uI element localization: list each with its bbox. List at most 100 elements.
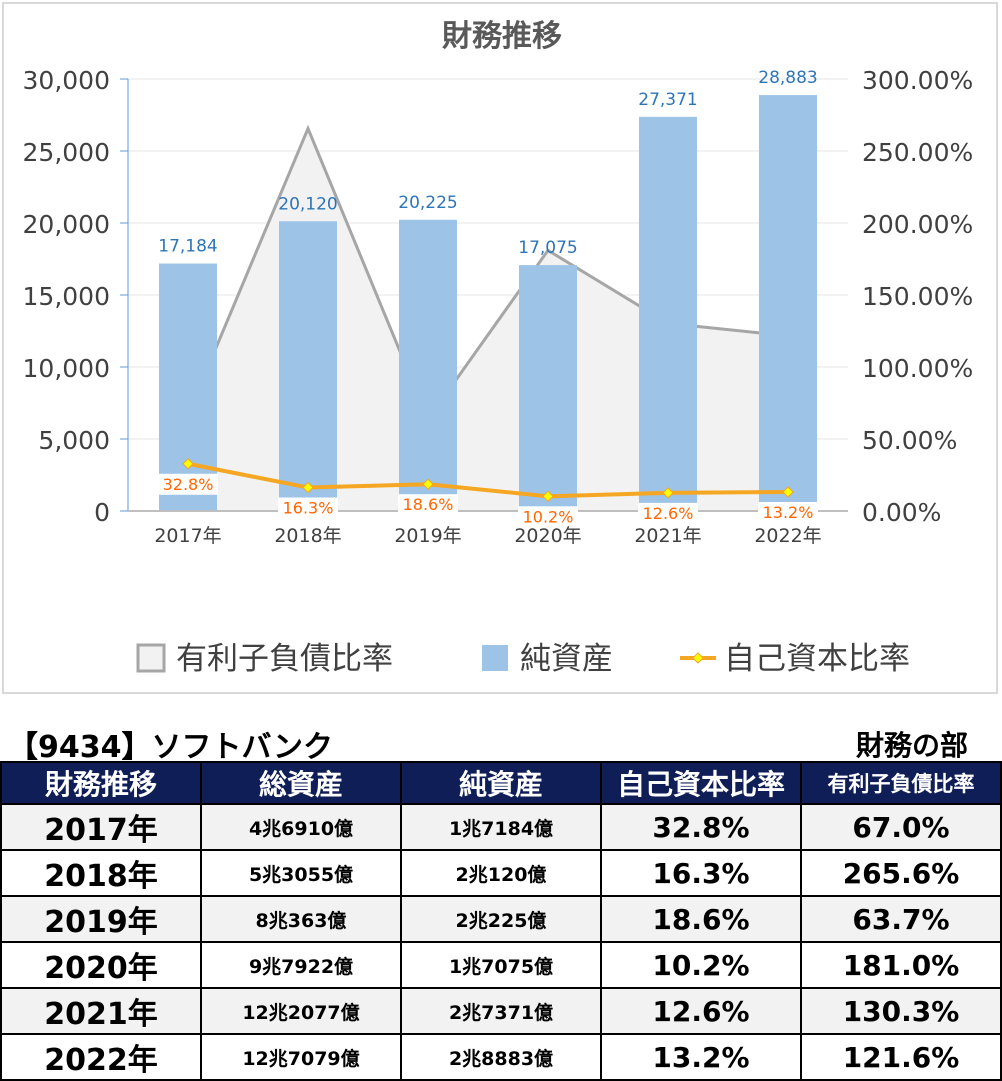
- right-tick-label: 100.00%: [862, 354, 973, 383]
- x-tick-label: 2020年: [514, 525, 581, 547]
- equity-ratio-label-bg: [758, 501, 818, 523]
- right-tick-label: 0.00%: [862, 498, 941, 527]
- chart: 財務推移 0 0.00% 5,000 50.00% 10,000 100.00% 15,000…: [23, 19, 974, 677]
- cell-total-assets: 12兆2077億: [200, 987, 402, 1035]
- equity-ratio-point: [422, 478, 434, 490]
- right-tick-label: 300.00%: [862, 66, 973, 95]
- cell-total-assets: 8兆363億: [200, 895, 402, 943]
- table-header-row: 財務推移 総資産 純資産 自己資本比率 有利子負債比率: [0, 761, 1002, 805]
- cell-equity-ratio: 18.6%: [600, 895, 802, 943]
- cell-equity-ratio: 12.6%: [600, 987, 802, 1035]
- equity-ratio-label-bg: [518, 506, 578, 528]
- net-assets-bar: [639, 116, 697, 511]
- equity-ratio-label-bg: [398, 494, 458, 516]
- right-tick-label: 200.00%: [862, 210, 973, 239]
- header-net-assets: 純資産: [400, 761, 602, 805]
- section-name: 財務の部: [855, 729, 968, 762]
- left-tick-label: 30,000: [23, 66, 110, 95]
- net-assets-bar: [759, 95, 817, 511]
- equity-ratio-label-bg: [638, 502, 698, 524]
- cell-year: 2021年: [0, 987, 202, 1035]
- cell-total-assets: 5兆3055億: [200, 849, 402, 897]
- table-body: 2017年 4兆6910億 1兆7184億 32.8% 67.0% 2018年 5兆3055…: [0, 803, 1002, 1081]
- legend-debt-ratio-label: 有利子負債比率: [176, 641, 393, 677]
- cell-net-assets: 2兆120億: [400, 849, 602, 897]
- cell-equity-ratio: 10.2%: [600, 941, 802, 989]
- net-assets-bar: [519, 265, 577, 511]
- cell-total-assets: 4兆6910億: [200, 803, 402, 851]
- left-tick-label: 10,000: [23, 354, 110, 383]
- left-tick-label: 5,000: [38, 426, 110, 455]
- legend-net-assets-label: 純資産: [520, 641, 613, 677]
- financial-table: 財務推移 総資産 純資産 自己資本比率 有利子負債比率 2017年 4兆6910億…: [0, 761, 1002, 1081]
- net-assets-bar: [159, 263, 217, 511]
- equity-ratio-data-label: 16.3%: [283, 499, 334, 518]
- x-tick-label: 2018年: [274, 525, 341, 547]
- cell-debt-ratio: 67.0%: [800, 803, 1002, 851]
- net-assets-bar: [279, 221, 337, 511]
- debt-ratio-area: [188, 128, 788, 511]
- header-debt-ratio: 有利子負債比率: [800, 761, 1002, 805]
- equity-ratio-point: [302, 481, 314, 494]
- net-assets-data-label: 20,120: [278, 194, 337, 214]
- header-equity-ratio: 自己資本比率: [600, 761, 802, 805]
- cell-year: 2017年: [0, 803, 202, 851]
- table-row: 2019年 8兆363億 2兆225億 18.6% 63.7%: [0, 895, 1002, 943]
- cell-debt-ratio: 181.0%: [800, 941, 1002, 989]
- cell-net-assets: 1兆7075億: [400, 941, 602, 989]
- cell-year: 2019年: [0, 895, 202, 943]
- legend-debt-ratio-swatch: [136, 643, 166, 673]
- net-assets-data-label: 17,184: [158, 237, 217, 257]
- cell-debt-ratio: 63.7%: [800, 895, 1002, 943]
- net-assets-data-label: 28,883: [758, 68, 817, 88]
- net-assets-data-label: 17,075: [518, 238, 577, 258]
- x-tick-label: 2021年: [634, 525, 701, 547]
- left-tick-label: 15,000: [23, 282, 110, 311]
- cell-net-assets: 1兆7184億: [400, 803, 602, 851]
- equity-ratio-data-label: 12.6%: [643, 504, 694, 523]
- equity-ratio-point: [182, 458, 194, 470]
- equity-ratio-label-bg: [158, 473, 218, 495]
- cell-total-assets: 12兆7079億: [200, 1033, 402, 1081]
- net-assets-data-label: 20,225: [398, 193, 457, 213]
- legend-net-assets-swatch: [482, 645, 508, 671]
- header-period: 財務推移: [0, 761, 202, 805]
- right-tick-label: 250.00%: [862, 138, 973, 167]
- cell-equity-ratio: 32.8%: [600, 803, 802, 851]
- x-tick-label: 2022年: [754, 525, 821, 547]
- equity-ratio-point: [662, 487, 674, 499]
- section-header: 【9434】ソフトバンク 財務の部: [0, 722, 1002, 765]
- company-title: 【9434】ソフトバンク: [8, 730, 333, 765]
- table-row: 2021年 12兆2077億 2兆7371億 12.6% 130.3%: [0, 987, 1002, 1035]
- left-tick-label: 20,000: [23, 210, 110, 239]
- cell-net-assets: 2兆7371億: [400, 987, 602, 1035]
- equity-ratio-data-label: 13.2%: [763, 503, 814, 522]
- equity-ratio-point: [782, 486, 794, 498]
- cell-equity-ratio: 13.2%: [600, 1033, 802, 1081]
- equity-ratio-data-label: 32.8%: [163, 475, 214, 494]
- x-tick-label: 2019年: [394, 525, 461, 547]
- cell-year: 2018年: [0, 849, 202, 897]
- cell-debt-ratio: 121.6%: [800, 1033, 1002, 1081]
- table-row: 2020年 9兆7922億 1兆7075億 10.2% 181.0%: [0, 941, 1002, 989]
- equity-ratio-point: [542, 490, 554, 503]
- cell-year: 2022年: [0, 1033, 202, 1081]
- cell-debt-ratio: 265.6%: [800, 849, 1002, 897]
- x-tick-label: 2017年: [154, 525, 221, 547]
- equity-ratio-data-label: 18.6%: [403, 495, 454, 514]
- table-row: 2022年 12兆7079億 2兆8883億 13.2% 121.6%: [0, 1033, 1002, 1081]
- cell-net-assets: 2兆8883億: [400, 1033, 602, 1081]
- legend-equity-ratio-label: 自己資本比率: [724, 641, 910, 677]
- legend-equity-ratio-marker: [692, 652, 704, 664]
- chart-container: 財務推移 0 0.00% 5,000 50.00% 10,000 100.00% 15,000…: [2, 2, 998, 694]
- right-tick-label: 50.00%: [862, 426, 957, 455]
- cell-equity-ratio: 16.3%: [600, 849, 802, 897]
- table-row: 2018年 5兆3055億 2兆120億 16.3% 265.6%: [0, 849, 1002, 897]
- cell-total-assets: 9兆7922億: [200, 941, 402, 989]
- left-tick-label: 0: [94, 498, 110, 527]
- net-assets-bar: [399, 219, 457, 511]
- header-total-assets: 総資産: [200, 761, 402, 805]
- equity-ratio-label-bg: [278, 497, 338, 519]
- left-tick-label: 25,000: [23, 138, 110, 167]
- cell-debt-ratio: 130.3%: [800, 987, 1002, 1035]
